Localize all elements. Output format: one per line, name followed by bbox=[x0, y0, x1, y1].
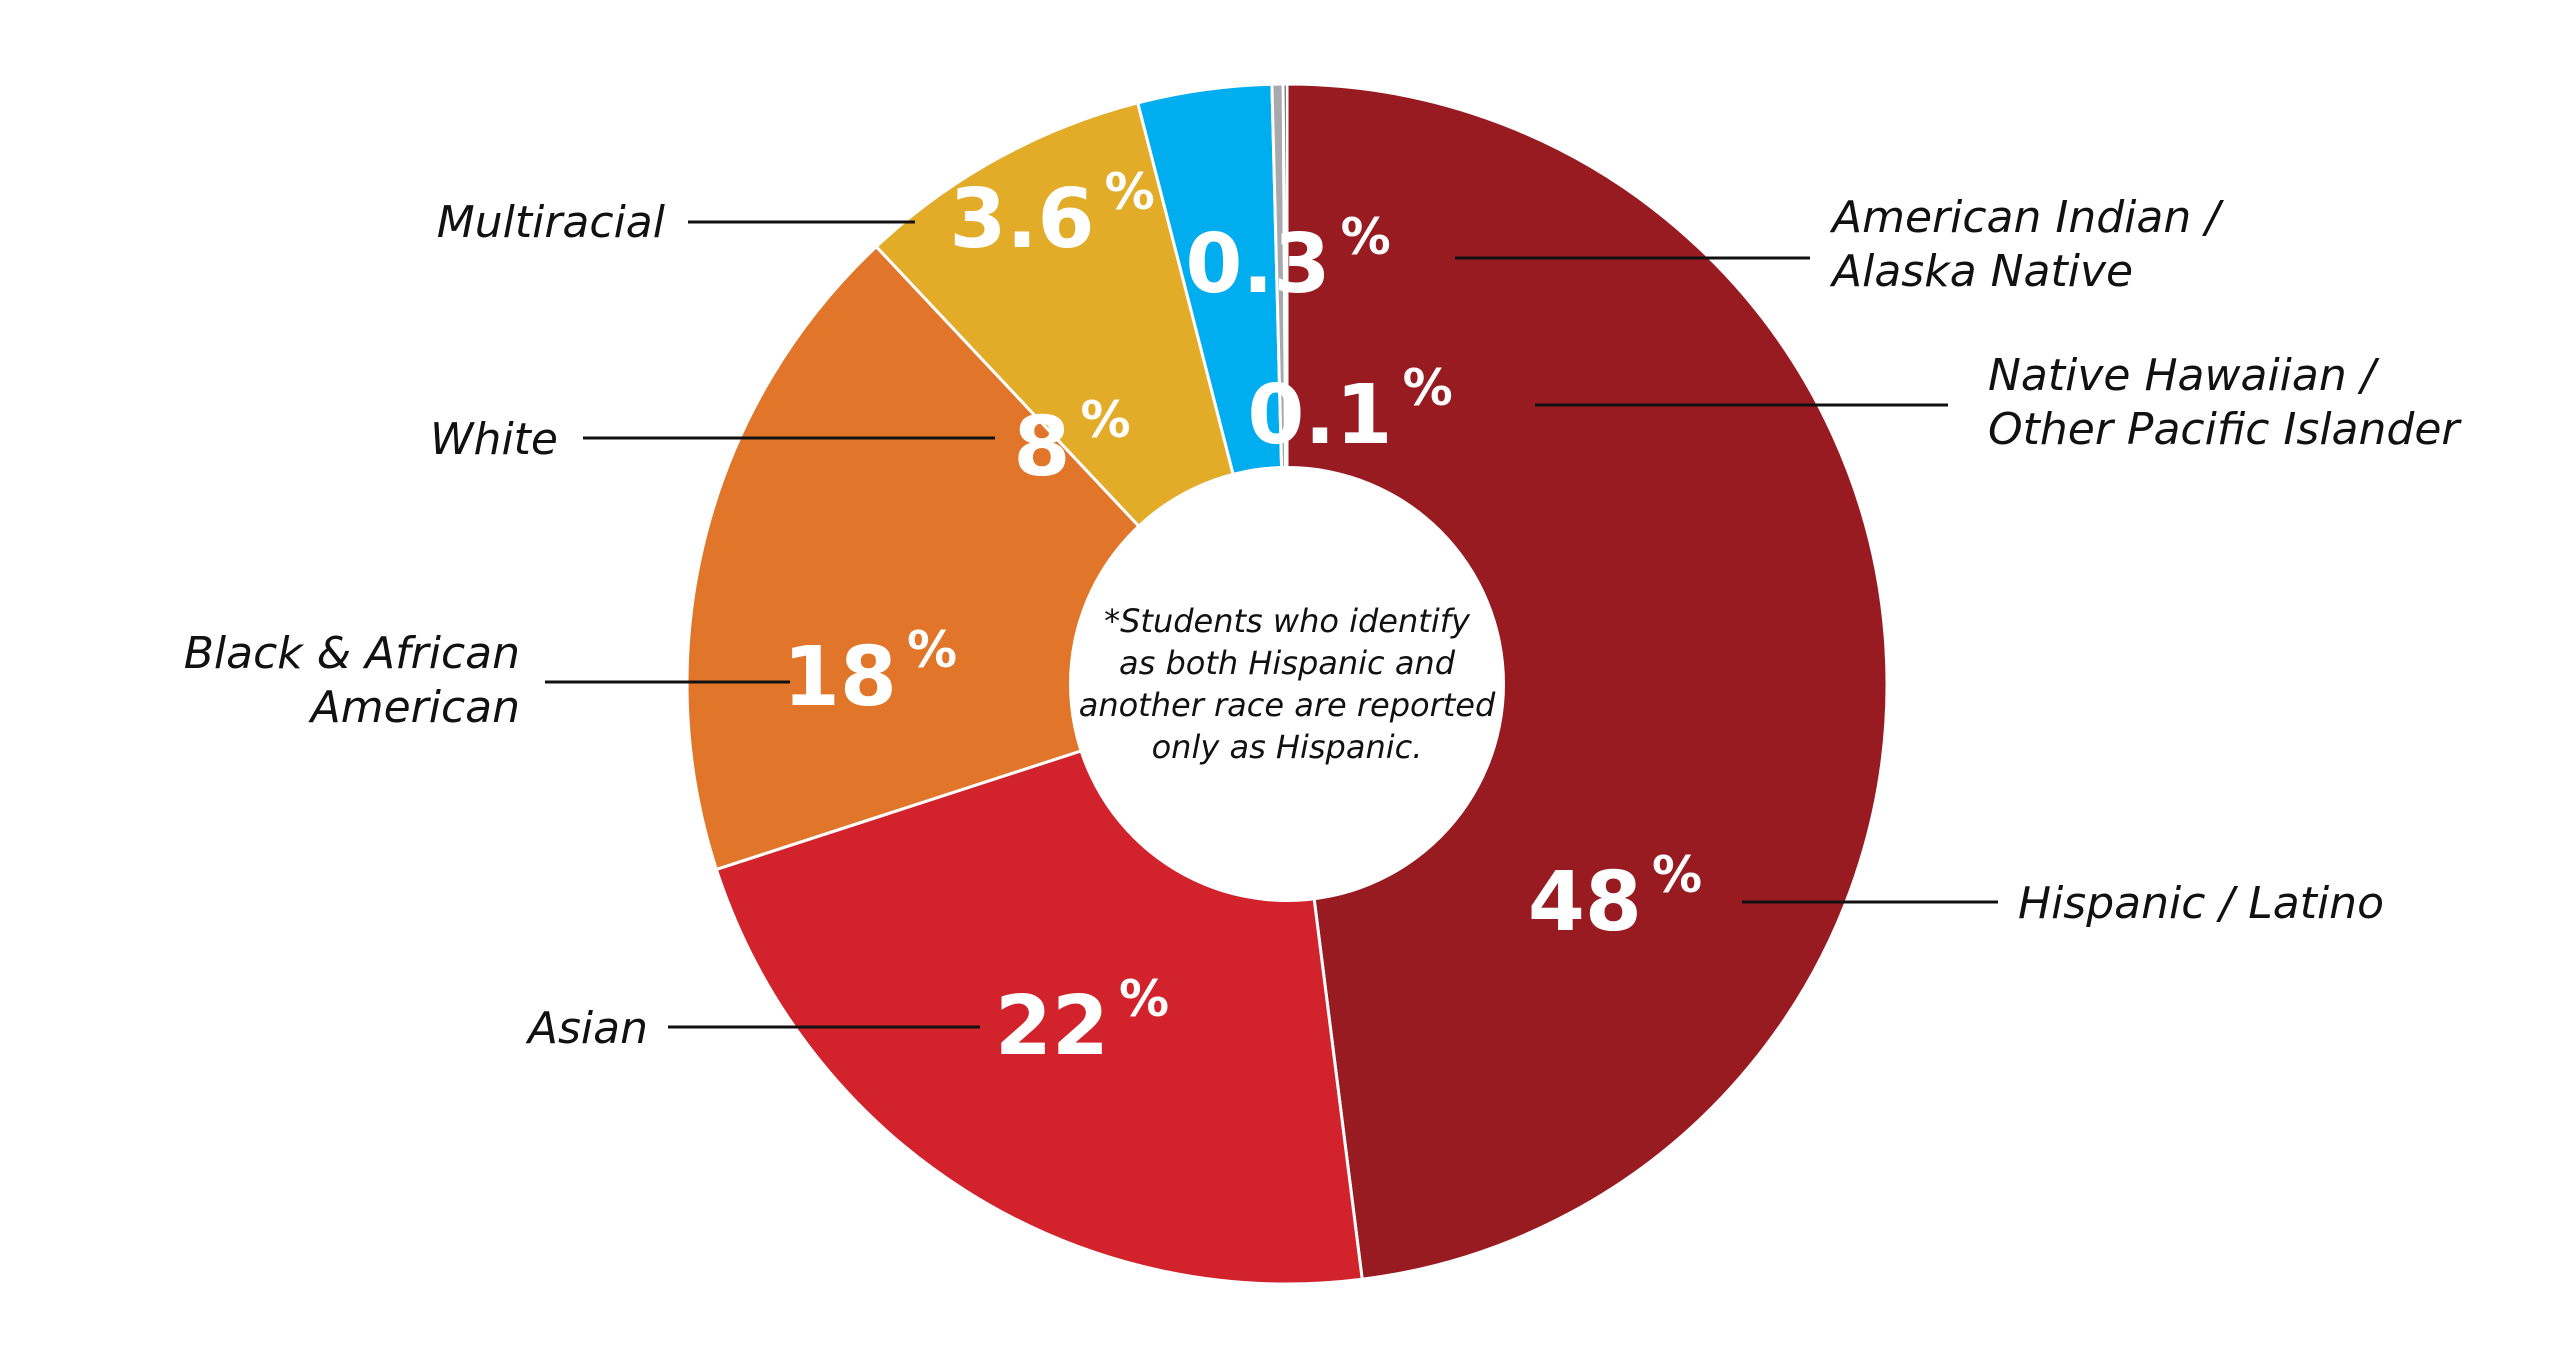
value-number: 3.6 bbox=[949, 172, 1094, 267]
percent-sign: % bbox=[1105, 163, 1155, 221]
category-label-line: Hispanic / Latino bbox=[2018, 878, 2384, 929]
percent-sign: % bbox=[1403, 359, 1453, 417]
category-label-line: American bbox=[308, 682, 520, 733]
donut-hole bbox=[1069, 466, 1505, 902]
category-label-multiracial: Multiracial bbox=[437, 197, 666, 248]
category-label-line: American Indian / bbox=[1829, 192, 2224, 243]
percent-sign: % bbox=[1080, 391, 1130, 449]
value-number: 8 bbox=[1013, 400, 1070, 495]
value-label-multiracial: 3.6% bbox=[949, 163, 1154, 267]
center-note-line: only as Hispanic. bbox=[1152, 728, 1423, 766]
center-note: *Students who identify as both Hispanic a… bbox=[1079, 602, 1496, 766]
category-label-white: White bbox=[430, 414, 558, 465]
leader-lines-group bbox=[545, 220, 1998, 1029]
percent-sign: % bbox=[907, 621, 957, 679]
value-label-hispanic-latino: 48% bbox=[1528, 846, 1702, 950]
category-label-line: Black & African bbox=[184, 628, 520, 679]
value-label-native-hawaiian-other-pacific-islander: 0.1% bbox=[1247, 359, 1452, 463]
category-label-line: Other Pacific Islander bbox=[1988, 404, 2462, 455]
center-note-line: *Students who identify bbox=[1104, 602, 1471, 640]
value-label-white: 8% bbox=[1013, 391, 1130, 495]
category-label-native-hawaiian-other-pacific-islander: Native Hawaiian / Other Pacific Islander bbox=[1988, 350, 2462, 455]
percent-sign: % bbox=[1652, 846, 1702, 904]
value-number: 0.1 bbox=[1247, 368, 1392, 463]
category-label-line: Alaska Native bbox=[1829, 246, 2133, 297]
percent-sign: % bbox=[1119, 970, 1169, 1028]
category-label-line: Native Hawaiian / bbox=[1988, 350, 2380, 401]
category-label-line: Multiracial bbox=[437, 197, 666, 248]
category-label-black-african-american: Black & African American bbox=[184, 628, 520, 733]
center-note-line: another race are reported bbox=[1079, 686, 1496, 724]
value-number: 18 bbox=[783, 630, 897, 725]
category-label-american-indian-alaska-native: American Indian / Alaska Native bbox=[1829, 192, 2224, 297]
slice-hispanic-latino bbox=[1285, 82, 1889, 1281]
value-label-asian: 22% bbox=[995, 970, 1169, 1074]
value-labels-group: 48 %22 %18 %8 %3.6 %0.3 %0.1% bbox=[783, 163, 1702, 1074]
category-label-line: White bbox=[430, 414, 558, 465]
category-label-hispanic-latino: Hispanic / Latino bbox=[2018, 878, 2384, 929]
category-label-asian: Asian bbox=[525, 1003, 648, 1054]
percent-sign: % bbox=[1341, 208, 1391, 266]
value-label-black-african-american: 18% bbox=[783, 621, 957, 725]
value-number: 0.3 bbox=[1185, 217, 1330, 312]
value-number: 48 bbox=[1528, 855, 1642, 950]
value-number: 22 bbox=[995, 979, 1109, 1074]
value-label-american-indian-alaska-native: 0.3% bbox=[1185, 208, 1390, 312]
category-label-line: Asian bbox=[525, 1003, 648, 1054]
center-note-line: as both Hispanic and bbox=[1119, 644, 1456, 682]
